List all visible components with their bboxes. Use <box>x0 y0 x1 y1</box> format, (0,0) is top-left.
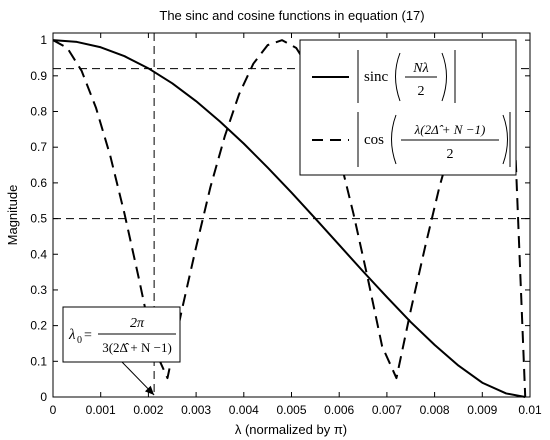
legend-cos-word: cos <box>364 132 384 148</box>
x-tick-label: 0.008 <box>420 403 450 417</box>
y-tick-label: 0.3 <box>30 283 47 297</box>
y-tick-label: 0.9 <box>30 69 47 83</box>
legend-sinc-numerator: Nλ <box>412 61 428 76</box>
lambda0-annotation: λ 0 = 2π 3(2Δ̂ + N −1) <box>62 306 181 396</box>
legend-sinc-paren-right <box>441 52 447 102</box>
x-tick-label: 0.01 <box>518 403 542 417</box>
y-tick-label: 0.5 <box>30 212 47 226</box>
x-tick-label: 0.001 <box>86 403 116 417</box>
legend-sinc-word: sinc <box>364 69 389 85</box>
annotation-equals: = <box>84 328 92 343</box>
y-tick-label: 0.8 <box>30 105 47 119</box>
legend-box <box>299 39 517 176</box>
chart-title: The sinc and cosine functions in equatio… <box>159 8 424 23</box>
legend-cos-paren-right <box>502 114 508 165</box>
legend-cos-denominator: 2 <box>447 147 454 162</box>
y-tick-label: 0.2 <box>30 319 47 333</box>
annotation-lhs-subscript: 0 <box>77 335 82 346</box>
y-tick-label: 0.7 <box>30 140 47 154</box>
legend-cos-numerator: λ(2Δ̂ + N −1) <box>414 122 486 137</box>
annotation-lhs: λ <box>68 327 76 343</box>
y-tick-label: 0.4 <box>30 247 47 261</box>
x-tick-label: 0 <box>50 403 57 417</box>
x-tick-label: 0.009 <box>467 403 497 417</box>
y-tick-label: 1 <box>40 33 47 47</box>
x-tick-label: 0.007 <box>372 403 402 417</box>
x-tick-label: 0.003 <box>181 403 211 417</box>
x-tick-label: 0.005 <box>276 403 306 417</box>
legend-cos-paren-left <box>391 114 397 165</box>
y-axis-label: Magnitude <box>5 185 20 246</box>
y-tick-label: 0.6 <box>30 176 47 190</box>
legend: sinc Nλ 2 cos λ(2Δ̂ + N −1) 2 <box>299 39 517 176</box>
y-tick-label: 0 <box>40 390 47 404</box>
legend-sinc-denominator: 2 <box>418 84 425 99</box>
legend-sinc-paren-left <box>395 52 401 102</box>
x-axis-label: λ (normalized by π) <box>235 422 347 437</box>
annotation-arrowhead <box>144 385 155 395</box>
annotation-denominator: 3(2Δ̂ + N −1) <box>102 340 172 355</box>
annotation-numerator: 2π <box>130 316 145 331</box>
x-tick-label: 0.004 <box>229 403 259 417</box>
tick-layer: 0 0.001 0.002 0.003 0.004 0.005 0.006 0.007 0.00… <box>30 33 542 417</box>
sinc-series-line <box>52 39 526 398</box>
y-tick-label: 0.1 <box>30 354 47 368</box>
x-tick-label: 0.006 <box>324 403 354 417</box>
x-tick-label: 0.002 <box>133 403 163 417</box>
